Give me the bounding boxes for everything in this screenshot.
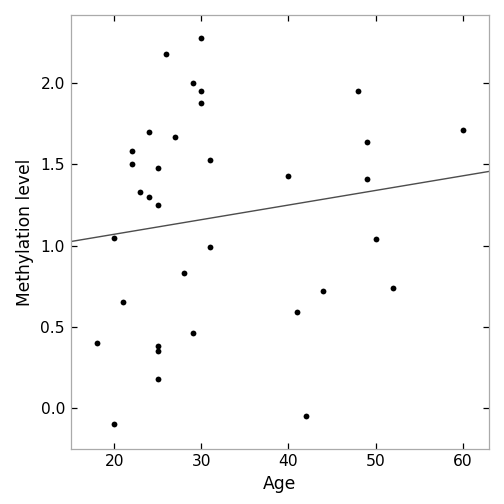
- Point: [197, 34, 205, 42]
- Point: [363, 175, 371, 183]
- X-axis label: Age: Age: [263, 475, 296, 493]
- Point: [197, 99, 205, 107]
- Point: [180, 269, 188, 277]
- Point: [284, 172, 292, 180]
- Point: [171, 133, 179, 141]
- Point: [188, 79, 197, 87]
- Point: [154, 164, 162, 172]
- Point: [363, 138, 371, 146]
- Point: [354, 87, 362, 95]
- Point: [128, 148, 136, 156]
- Point: [371, 235, 380, 243]
- Point: [162, 50, 170, 58]
- Point: [154, 347, 162, 355]
- Point: [145, 193, 153, 201]
- Point: [197, 87, 205, 95]
- Point: [136, 188, 144, 196]
- Point: [154, 342, 162, 350]
- Point: [93, 339, 101, 347]
- Point: [206, 243, 214, 251]
- Point: [188, 329, 197, 337]
- Point: [206, 156, 214, 164]
- Point: [128, 160, 136, 168]
- Point: [145, 128, 153, 136]
- Point: [154, 201, 162, 209]
- Point: [293, 308, 301, 316]
- Point: [389, 284, 397, 292]
- Y-axis label: Methylation level: Methylation level: [16, 158, 34, 305]
- Point: [110, 233, 118, 241]
- Point: [459, 127, 467, 135]
- Point: [319, 287, 327, 295]
- Point: [110, 420, 118, 428]
- Point: [119, 298, 127, 306]
- Point: [302, 412, 310, 420]
- Point: [154, 374, 162, 383]
